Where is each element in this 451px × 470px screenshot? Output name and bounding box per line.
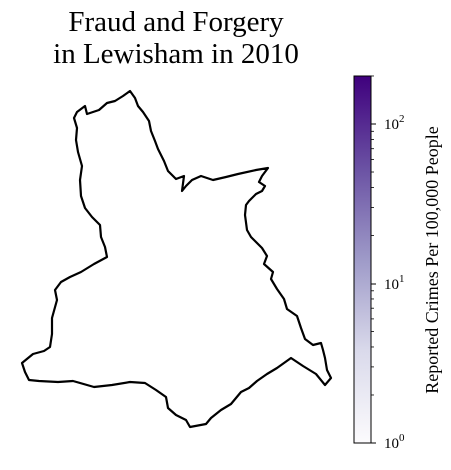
borough-outline-lewisham — [20, 89, 333, 429]
map-title-line-1: Fraud and Forgery — [68, 6, 284, 38]
colorbar-label: Reported Crimes Per 100,000 People — [422, 126, 442, 393]
map-title-line-2: in Lewisham in 2010 — [53, 38, 299, 70]
colorbar-minor-ticks — [371, 75, 374, 396]
colorbar-major-ticks — [371, 123, 376, 444]
map-title: Fraud and Forgery in Lewisham in 2010 — [0, 6, 352, 70]
colorbar: 100 101 102 Reported Crimes Per 100,000 … — [353, 75, 442, 452]
colorbar-gradient — [353, 75, 372, 444]
colorbar-tick-label-1: 100 — [384, 432, 405, 452]
colorbar-tick-label-100: 102 — [384, 113, 405, 133]
colorbar-tick-label-10: 101 — [384, 273, 405, 293]
